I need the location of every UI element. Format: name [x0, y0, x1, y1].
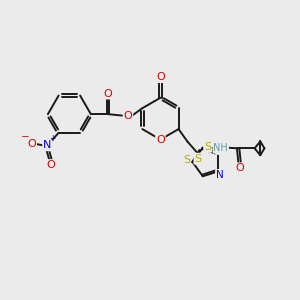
Text: O: O	[156, 72, 165, 82]
Text: O: O	[46, 160, 55, 170]
Text: O: O	[156, 134, 165, 145]
Text: S: S	[194, 154, 202, 164]
Text: NH: NH	[213, 143, 228, 153]
Text: O: O	[124, 111, 132, 121]
Text: N: N	[43, 140, 52, 150]
Text: N: N	[216, 170, 224, 180]
Text: S: S	[183, 155, 190, 166]
Text: O: O	[104, 88, 112, 99]
Text: +: +	[49, 134, 56, 143]
Text: −: −	[21, 132, 30, 142]
Text: O: O	[235, 163, 244, 173]
Text: S: S	[204, 142, 211, 152]
Text: N: N	[216, 144, 224, 154]
Text: O: O	[27, 139, 36, 149]
